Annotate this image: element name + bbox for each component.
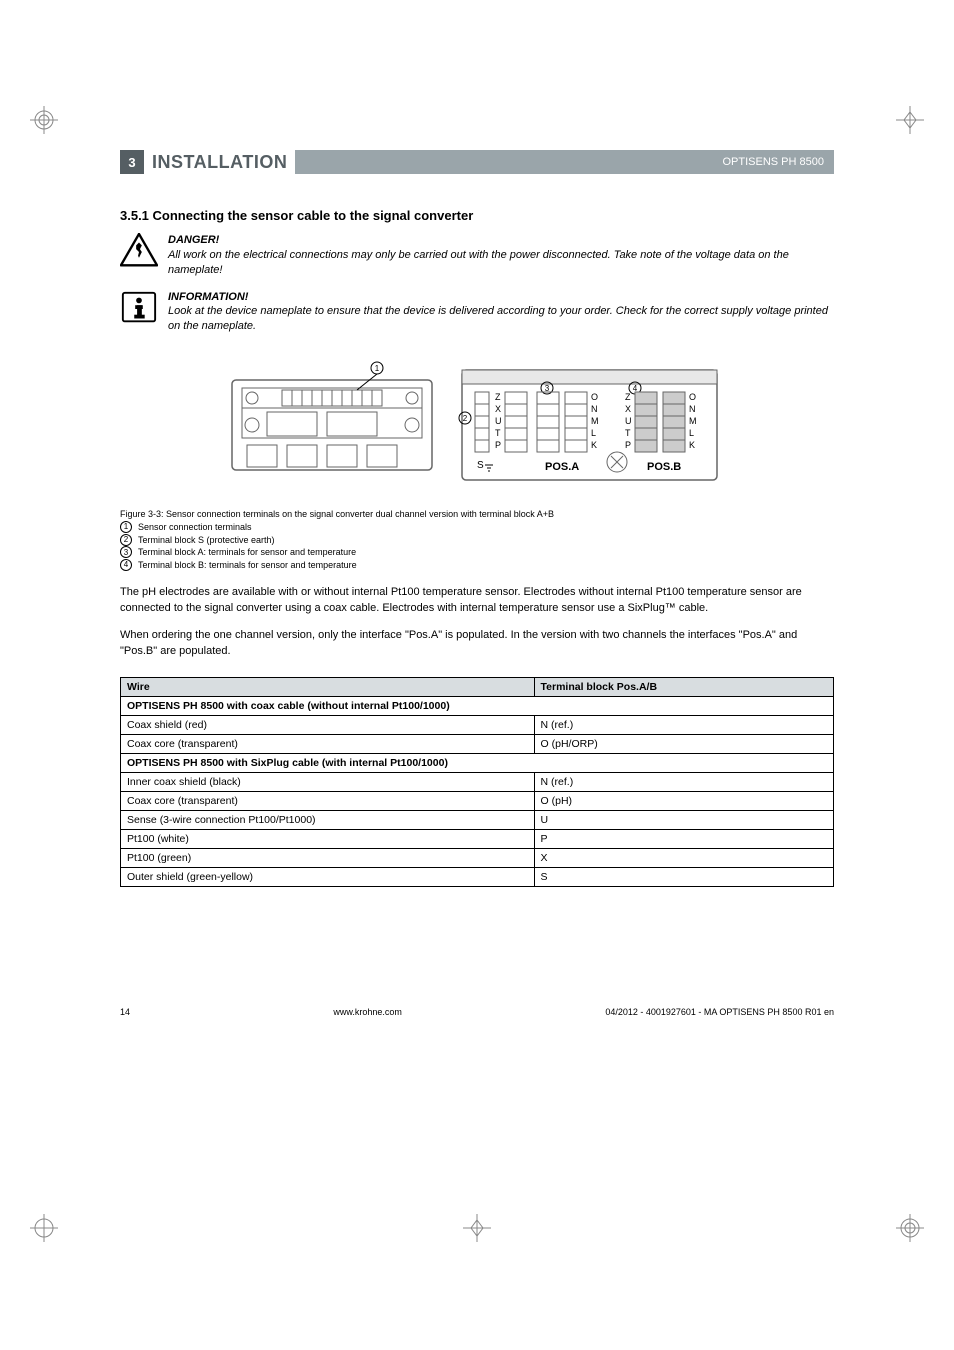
svg-text:Z: Z [495, 392, 501, 402]
svg-text:POS.A: POS.A [545, 461, 579, 473]
footer-url: www.krohne.com [333, 1007, 402, 1017]
svg-text:1: 1 [375, 364, 380, 373]
header-divider [295, 150, 712, 174]
table-row: Outer shield (green-yellow)S [121, 868, 834, 887]
svg-text:X: X [495, 404, 501, 414]
body-paragraph: The pH electrodes are available with or … [120, 585, 834, 616]
svg-text:POS.B: POS.B [647, 461, 681, 473]
page-header: 3 INSTALLATION OPTISENS PH 8500 [120, 150, 834, 174]
footer-docid: 04/2012 - 4001927601 - MA OPTISENS PH 85… [605, 1007, 834, 1017]
figure-caption: Figure 3-3: Sensor connection terminals … [120, 509, 834, 519]
svg-text:S: S [477, 460, 484, 471]
info-callout: INFORMATION! Look at the device nameplat… [120, 290, 834, 335]
terminal-diagram-icon: 1 2 ZXUTP S [227, 350, 727, 500]
danger-icon [120, 233, 158, 267]
table-row: Pt100 (green)X [121, 849, 834, 868]
table-row: Coax shield (red)N (ref.) [121, 716, 834, 735]
table-header-wire: Wire [121, 678, 535, 697]
legend-num-3: 3 [120, 546, 132, 558]
legend-item: Terminal block A: terminals for sensor a… [138, 546, 356, 559]
svg-text:T: T [495, 428, 501, 438]
danger-text: All work on the electrical connections m… [168, 249, 789, 276]
section-title: INSTALLATION [144, 150, 295, 174]
crop-mark-icon [30, 1214, 58, 1242]
figure-legend: 1 Sensor connection terminals 2 Terminal b… [120, 521, 834, 571]
table-row: Sense (3-wire connection Pt100/Pt1000)U [121, 811, 834, 830]
table-header-terminal: Terminal block Pos.A/B [534, 678, 833, 697]
info-text: Look at the device nameplate to ensure t… [168, 305, 828, 332]
section-number: 3 [120, 150, 144, 174]
legend-item: Terminal block B: terminals for sensor a… [138, 559, 357, 572]
danger-callout: DANGER! All work on the electrical conne… [120, 233, 834, 278]
wiring-table: Wire Terminal block Pos.A/B OPTISENS PH … [120, 677, 834, 887]
info-icon [120, 290, 158, 324]
table-row: Coax core (transparent)O (pH/ORP) [121, 735, 834, 754]
svg-text:P: P [495, 440, 501, 450]
wiring-figure: 1 2 ZXUTP S [120, 350, 834, 505]
legend-item: Sensor connection terminals [138, 521, 252, 534]
svg-text:L: L [689, 428, 694, 438]
legend-item: Terminal block S (protective earth) [138, 534, 275, 547]
table-section: OPTISENS PH 8500 with coax cable (withou… [121, 697, 834, 716]
table-section: OPTISENS PH 8500 with SixPlug cable (wit… [121, 754, 834, 773]
svg-text:U: U [625, 416, 632, 426]
subsection-heading: 3.5.1 Connecting the sensor cable to the… [120, 208, 834, 223]
table-row: Inner coax shield (black)N (ref.) [121, 773, 834, 792]
svg-text:K: K [591, 440, 597, 450]
svg-text:N: N [591, 404, 598, 414]
legend-num-2: 2 [120, 534, 132, 546]
body-paragraph: When ordering the one channel version, o… [120, 628, 834, 659]
svg-text:O: O [591, 392, 598, 402]
svg-text:U: U [495, 416, 502, 426]
svg-text:N: N [689, 404, 696, 414]
svg-text:O: O [689, 392, 696, 402]
svg-text:T: T [625, 428, 631, 438]
page-footer: 14 www.krohne.com 04/2012 - 4001927601 -… [120, 1007, 834, 1017]
svg-text:Z: Z [625, 392, 631, 402]
svg-text:2: 2 [463, 414, 468, 423]
svg-text:M: M [689, 416, 697, 426]
crop-mark-icon [896, 1214, 924, 1242]
table-row: Pt100 (white)P [121, 830, 834, 849]
svg-text:X: X [625, 404, 631, 414]
danger-title: DANGER! [168, 234, 219, 246]
svg-text:L: L [591, 428, 596, 438]
svg-text:K: K [689, 440, 695, 450]
model-label: OPTISENS PH 8500 [713, 150, 835, 174]
crop-mark-icon [463, 1214, 491, 1242]
svg-text:M: M [591, 416, 599, 426]
legend-num-4: 4 [120, 559, 132, 571]
legend-num-1: 1 [120, 521, 132, 533]
svg-text:P: P [625, 440, 631, 450]
table-row: Coax core (transparent)O (pH) [121, 792, 834, 811]
page-number: 14 [120, 1007, 130, 1017]
info-title: INFORMATION! [168, 291, 248, 303]
